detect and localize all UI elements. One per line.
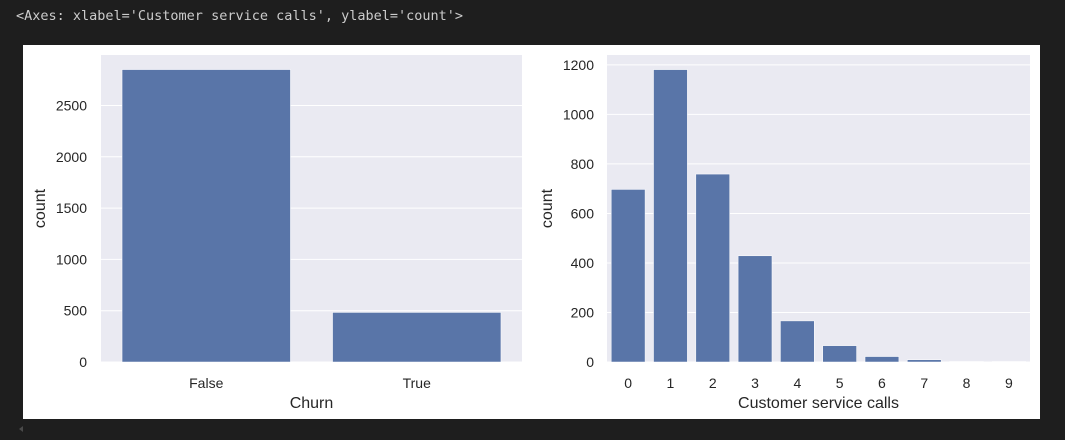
x-tick-label: 9 (1005, 375, 1013, 391)
bar (332, 312, 502, 363)
y-tick-label: 200 (571, 304, 595, 320)
calls-axes: 0 200 400 600 800 1000 1200 0 1 2 3 4 5 6 7 8 9 Customer … (539, 55, 1030, 412)
y-tick-label: 2000 (56, 149, 87, 165)
bar (780, 320, 815, 363)
y-tick-label: 2500 (56, 97, 87, 113)
output-repr-text: <Axes: xlabel='Customer service calls', … (16, 8, 464, 24)
churn-axes: 0 500 1000 1500 2000 2500 False True Churn count (32, 55, 522, 412)
y-tick-label: 1000 (563, 106, 594, 122)
bar (907, 359, 942, 363)
x-tick-label: 0 (624, 375, 632, 391)
figure-canvas: 0 500 1000 1500 2000 2500 False True Churn count … (23, 45, 1040, 419)
x-tick-label: 1 (667, 375, 675, 391)
y-axis-label: count (539, 188, 556, 228)
x-axis-label: Customer service calls (738, 395, 899, 412)
x-tick-label: 2 (709, 375, 717, 391)
bar (121, 69, 291, 363)
x-tick-label: 6 (878, 375, 886, 391)
y-tick-label: 0 (586, 354, 594, 370)
y-tick-label: 1500 (56, 200, 87, 216)
y-axis-label: count (32, 188, 49, 228)
x-tick-label: False (189, 375, 223, 391)
bar (864, 356, 900, 363)
y-tick-label: 1200 (563, 57, 594, 73)
bar (737, 255, 773, 363)
x-tick-label: 8 (963, 375, 971, 391)
y-tick-label: 600 (571, 205, 595, 221)
y-tick-label: 400 (571, 255, 595, 271)
x-tick-label: 7 (920, 375, 928, 391)
bar (610, 189, 646, 363)
y-tick-label: 1000 (56, 251, 87, 267)
x-tick-label: True (403, 375, 431, 391)
bar (695, 173, 730, 363)
x-tick-label: 3 (751, 375, 759, 391)
scroll-left-indicator-icon[interactable] (19, 426, 23, 432)
x-axis-label: Churn (290, 395, 334, 412)
bar (653, 69, 688, 363)
bar (822, 345, 857, 363)
x-tick-label: 4 (793, 375, 801, 391)
y-tick-label: 0 (79, 354, 87, 370)
x-tick-label: 5 (836, 375, 844, 391)
y-tick-label: 500 (64, 303, 88, 319)
y-tick-label: 800 (571, 156, 595, 172)
